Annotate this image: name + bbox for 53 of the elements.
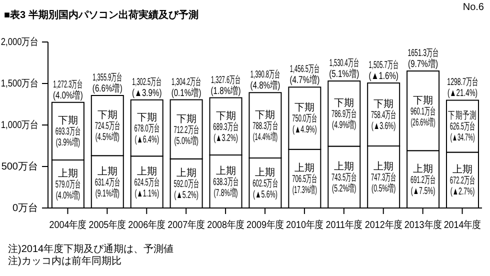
y-tick-label: 1,500万台 (0, 78, 38, 89)
total-label: 1,456.5万台 (4.7%増) (290, 63, 320, 86)
data-label: 上期 579.0万台 (4.0%増) (55, 167, 81, 201)
text: No.6 (462, 2, 484, 13)
y-tick-label: 2,000万台 (0, 36, 38, 48)
data-label: 下期 712.2万台 (5.0%増) (174, 112, 199, 146)
total-label: 1,505.7万台 (▲1.6%) (368, 59, 398, 82)
text: 注)2014年度下期及び通期は、予測値 (8, 244, 174, 256)
data-label: 上期 747.3万台 (0.5%増) (371, 160, 396, 194)
total-label: 1,272.3万台 (4.0%増) (52, 78, 83, 101)
total-label: 1,355.9万台 (6.6%増) (92, 72, 122, 94)
total-label: 1,302.5万台 (▲3.9%) (132, 76, 162, 98)
data-label: 下期 693.3万台 (3.9%増) (55, 114, 81, 148)
x-tick-label: 2012年度 (364, 220, 402, 232)
data-label: 下期 788.3万台 (14.4%増) (252, 108, 278, 142)
total-label: 1298.7万台 (▲21.4%) (447, 76, 478, 99)
data-label: 下期 689.3万台 (▲3.2%) (213, 110, 238, 144)
x-tick-label: 2013年度 (404, 220, 442, 232)
text: 注)カッコ内は前年同期比 (8, 256, 122, 268)
y-tick-label: 0万台 (12, 202, 38, 214)
data-label: 上期 672.2万台 (▲2.7%) (450, 164, 476, 198)
data-label: 上期 624.5万台 (▲1.1%) (134, 166, 160, 199)
data-label: 上期 691.2万台 (▲7.5%) (410, 162, 436, 196)
data-label: 上期 602.5万台 (▲5.6%) (252, 166, 278, 200)
total-label: 1,530.4万台 (5.1%増) (329, 57, 360, 80)
data-label: 上期 631.4万台 (9.1%増) (94, 165, 120, 199)
data-label: 上期 743.5万台 (5.2%増) (332, 160, 357, 194)
x-tick-label: 2004年度 (49, 220, 86, 232)
data-label: 上期 638.3万台 (7.8%増) (213, 165, 238, 198)
data-label: 下期 724.5万台 (4.5%増) (94, 109, 120, 142)
chart-title: ■表3 半期別国内パソコン出荷実績及び予測 (4, 8, 198, 22)
data-label: 下期 750.0万台 (▲4.9%) (292, 102, 318, 136)
data-label: 上期 592.0万台 (▲5.2%) (174, 166, 199, 200)
total-label: 1,390.8万台 (4.8%増) (250, 68, 280, 91)
data-label: 下期 786.9万台 (4.9%増) (332, 97, 357, 131)
total-label: 1651.3万台 (9.7%増) (408, 46, 438, 70)
x-tick-label: 2011年度 (326, 220, 362, 232)
y-tick-label: 1,000万台 (0, 119, 38, 130)
x-tick-label: 2010年度 (286, 220, 323, 232)
x-tick-label: 2007年度 (168, 220, 205, 232)
data-label: 上期 706.5万台 (17.3%増) (292, 162, 318, 196)
data-label: 下期予測 626.5万台 (▲34.7%) (448, 109, 477, 144)
data-label: 下期 960.1万台 (26.6%増) (410, 94, 436, 128)
total-label: 1,304.2万台 (0.1%増) (171, 76, 202, 98)
y-tick-label: 500万台 (1, 160, 38, 172)
x-tick-label: 2008年度 (207, 220, 244, 232)
total-label: 1,327.6万台 (1.8%増) (210, 74, 241, 96)
x-tick-label: 2005年度 (88, 220, 126, 232)
x-tick-label: 2009年度 (246, 220, 284, 232)
x-tick-label: 2014年度 (444, 220, 481, 232)
data-label: 下期 678.0万台 (▲6.4%) (134, 112, 160, 145)
x-tick-label: 2006年度 (128, 220, 166, 232)
data-label: 下期 758.4万台 (▲3.6%) (371, 98, 396, 132)
